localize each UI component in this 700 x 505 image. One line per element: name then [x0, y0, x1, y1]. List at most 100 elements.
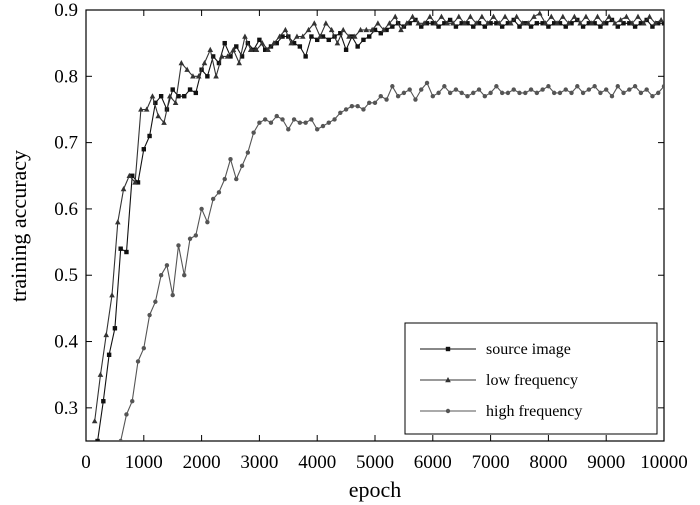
- data-point-low-frequency: [172, 99, 179, 106]
- legend-marker: [445, 377, 451, 383]
- data-point-low-frequency: [473, 20, 479, 26]
- data-point-high-frequency: [280, 117, 285, 122]
- data-point-low-frequency: [207, 46, 214, 52]
- data-point-source-image: [586, 21, 592, 26]
- data-point-source-image: [546, 24, 551, 29]
- data-point-low-frequency: [138, 106, 144, 112]
- data-point-low-frequency: [219, 53, 225, 59]
- data-point-high-frequency: [488, 90, 493, 96]
- data-point-high-frequency: [118, 438, 123, 441]
- data-point-high-frequency: [499, 90, 505, 96]
- data-point-source-image: [315, 37, 320, 43]
- data-point-source-image: [257, 37, 262, 43]
- data-point-low-frequency: [380, 26, 387, 33]
- data-point-low-frequency: [629, 20, 636, 26]
- data-point-high-frequency: [367, 100, 372, 106]
- data-point-source-image: [627, 21, 632, 26]
- data-point-source-image: [453, 24, 459, 29]
- y-tick-label: 0.4: [54, 332, 78, 353]
- data-point-high-frequency: [187, 236, 193, 241]
- data-point-source-image: [234, 44, 239, 49]
- data-point-low-frequency: [363, 26, 370, 33]
- data-point-low-frequency: [201, 60, 208, 66]
- data-point-source-image: [621, 21, 626, 26]
- data-point-low-frequency: [403, 20, 410, 26]
- y-tick-label: 0.5: [54, 265, 78, 286]
- data-point-source-image: [517, 24, 522, 29]
- data-point-source-image: [297, 44, 303, 49]
- data-point-low-frequency: [508, 20, 514, 26]
- data-point-high-frequency: [251, 130, 256, 135]
- data-point-low-frequency: [548, 13, 555, 19]
- data-point-high-frequency: [193, 233, 199, 238]
- data-point-low-frequency: [109, 292, 115, 298]
- data-point-source-image: [384, 27, 389, 33]
- data-point-low-frequency: [184, 66, 190, 72]
- data-point-low-frequency: [513, 13, 520, 19]
- data-point-source-image: [430, 21, 435, 26]
- data-point-low-frequency: [253, 46, 260, 52]
- data-point-source-image: [309, 34, 314, 39]
- data-point-low-frequency: [317, 33, 323, 39]
- data-point-low-frequency: [276, 33, 283, 39]
- data-point-high-frequency: [476, 87, 482, 92]
- data-point-source-image: [118, 246, 123, 251]
- data-point-high-frequency: [401, 90, 407, 96]
- data-point-source-image: [124, 249, 129, 255]
- data-point-high-frequency: [286, 127, 291, 132]
- data-point-source-image: [130, 173, 135, 178]
- data-point-source-image: [239, 54, 245, 59]
- data-point-high-frequency: [378, 94, 383, 99]
- data-point-source-image: [355, 44, 360, 49]
- data-point-high-frequency: [182, 273, 187, 278]
- data-point-high-frequency: [442, 84, 447, 89]
- data-point-high-frequency: [575, 84, 580, 89]
- data-point-source-image: [153, 100, 158, 106]
- data-point-source-image: [488, 21, 493, 26]
- data-point-high-frequency: [563, 87, 568, 92]
- data-point-high-frequency: [343, 107, 349, 112]
- data-point-low-frequency: [334, 40, 341, 46]
- data-point-source-image: [650, 24, 655, 29]
- data-point-high-frequency: [395, 94, 401, 99]
- data-point-source-image: [222, 40, 227, 46]
- data-point-high-frequency: [447, 90, 453, 96]
- data-point-high-frequency: [228, 156, 233, 162]
- data-point-source-image: [367, 34, 372, 39]
- data-point-high-frequency: [424, 80, 430, 86]
- x-tick-label: 0: [81, 452, 91, 473]
- data-point-low-frequency: [91, 418, 98, 424]
- data-point-source-image: [447, 17, 453, 23]
- data-point-high-frequency: [390, 84, 395, 89]
- data-point-low-frequency: [346, 33, 352, 39]
- data-point-high-frequency: [164, 263, 170, 268]
- data-point-high-frequency: [650, 94, 655, 99]
- data-point-high-frequency: [210, 196, 216, 202]
- data-point-high-frequency: [609, 94, 615, 99]
- data-point-low-frequency: [467, 13, 474, 19]
- x-axis-title: epoch: [349, 477, 402, 502]
- x-tick-label: 8000: [529, 452, 567, 473]
- data-point-high-frequency: [540, 87, 545, 92]
- data-point-source-image: [551, 21, 557, 26]
- x-tick-label: 2000: [183, 452, 221, 473]
- data-point-source-image: [482, 24, 488, 29]
- data-point-high-frequency: [170, 292, 175, 298]
- series-layer: [91, 10, 664, 441]
- data-point-low-frequency: [265, 46, 271, 52]
- data-point-high-frequency: [268, 120, 274, 125]
- data-point-high-frequency: [551, 90, 557, 96]
- data-point-high-frequency: [262, 117, 268, 122]
- data-point-high-frequency: [147, 312, 152, 318]
- data-point-low-frequency: [531, 13, 537, 19]
- data-point-source-image: [280, 34, 285, 39]
- legend-item-source-image: source image: [420, 341, 571, 358]
- data-point-low-frequency: [640, 20, 647, 26]
- data-point-low-frequency: [600, 20, 607, 26]
- data-point-high-frequency: [580, 90, 586, 96]
- data-point-high-frequency: [315, 127, 320, 132]
- data-point-high-frequency: [528, 87, 534, 92]
- data-point-source-image: [604, 21, 609, 26]
- data-point-high-frequency: [546, 84, 551, 89]
